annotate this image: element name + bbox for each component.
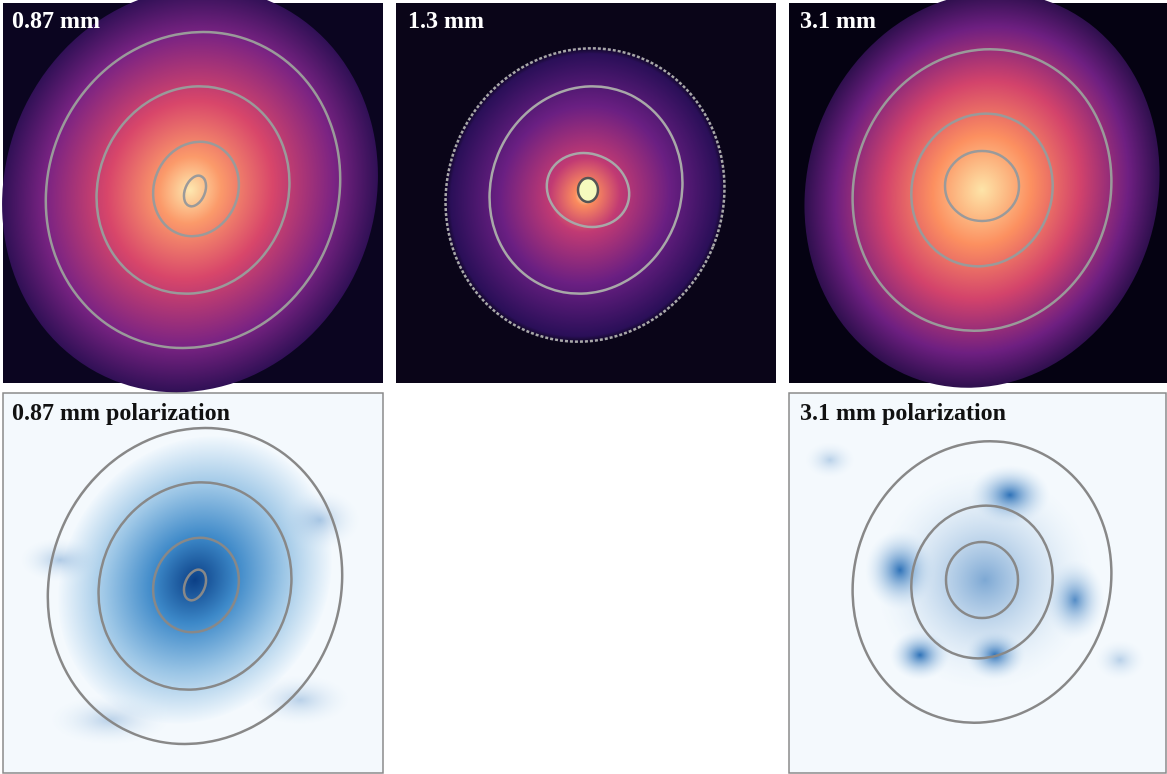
panel: 3.1 mm <box>754 0 1167 434</box>
panel: 0.87 mm <box>0 0 438 449</box>
panel-label: 3.1 mm <box>800 8 876 34</box>
panel: 3.1 mm polarization <box>789 393 1166 773</box>
panel-label: 0.87 mm <box>12 8 100 34</box>
figure: 0.87 mm 1.3 mm 3.1 mm <box>0 0 1167 774</box>
panel: 0.87 mm polarization <box>1 383 390 774</box>
panel-label: 3.1 mm polarization <box>800 400 1006 426</box>
panel-label: 0.87 mm polarization <box>12 400 230 426</box>
panel-label: 1.3 mm <box>408 8 484 34</box>
panel: 1.3 mm <box>396 3 776 387</box>
